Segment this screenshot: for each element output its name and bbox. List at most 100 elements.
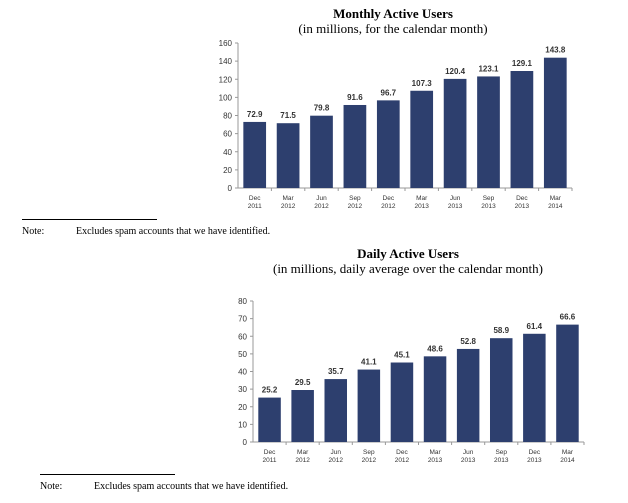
mau-x-tick-label-year: 2013 bbox=[448, 203, 463, 210]
mau-bar bbox=[243, 121, 267, 188]
dau-data-label: 66.6 bbox=[560, 313, 576, 322]
dau-bar bbox=[423, 356, 447, 442]
dau-title: Daily Active Users bbox=[357, 246, 459, 261]
dau-bar bbox=[258, 397, 281, 442]
mau-subtitle: (in millions, for the calendar month) bbox=[298, 21, 488, 36]
dau-data-label: 61.4 bbox=[527, 322, 543, 331]
mau-data-label: 120.4 bbox=[445, 67, 466, 76]
dau-data-label: 41.1 bbox=[361, 358, 377, 367]
mau-x-tick-label-year: 2011 bbox=[248, 203, 262, 210]
mau-data-label: 79.8 bbox=[314, 104, 330, 113]
mau-data-label: 72.9 bbox=[247, 110, 263, 119]
mau-x-tick-label: Dec bbox=[249, 195, 261, 202]
dau-x-tick-label-year: 2012 bbox=[329, 457, 344, 464]
mau-x-tick-label: Mar bbox=[416, 195, 428, 202]
note-2-label: Note: bbox=[40, 481, 63, 492]
dau-y-tick-label: 70 bbox=[238, 315, 247, 324]
mau-x-tick-label-year: 2013 bbox=[515, 203, 530, 210]
mau-y-tick-label: 80 bbox=[223, 112, 232, 121]
mau-x-tick-label-year: 2012 bbox=[381, 203, 396, 210]
dau-bar bbox=[523, 333, 546, 442]
mau-x-tick-label-year: 2012 bbox=[281, 203, 296, 210]
note-1-label: Note: bbox=[22, 226, 45, 237]
mau-y-tick-label: 20 bbox=[223, 166, 232, 175]
dau-bar bbox=[456, 348, 480, 442]
dau-x-tick-label: Dec bbox=[264, 449, 276, 456]
dau-data-label: 52.8 bbox=[460, 337, 476, 346]
mau-bar bbox=[310, 115, 333, 188]
mau-x-tick-label: Mar bbox=[282, 195, 294, 202]
dau-x-tick-label: Jun bbox=[331, 449, 342, 456]
mau-x-tick-label-year: 2014 bbox=[548, 203, 563, 210]
mau-bar bbox=[410, 90, 434, 188]
dau-data-label: 45.1 bbox=[394, 351, 410, 360]
mau-x-tick-label: Dec bbox=[516, 195, 528, 202]
dau-bar bbox=[390, 362, 414, 442]
dau-bar bbox=[291, 390, 314, 442]
dau-data-label: 35.7 bbox=[328, 367, 344, 376]
mau-y-tick-label: 100 bbox=[219, 93, 233, 102]
mau-data-label: 123.1 bbox=[478, 64, 499, 73]
dau-data-label: 29.5 bbox=[295, 378, 311, 387]
dau-x-tick-label: Sep bbox=[363, 449, 375, 456]
dau-y-tick-label: 10 bbox=[238, 420, 247, 429]
dau-bar bbox=[556, 324, 579, 442]
dau-x-tick-label: Mar bbox=[297, 449, 309, 456]
mau-x-tick-label: Jun bbox=[450, 195, 461, 202]
dau-x-tick-label: Sep bbox=[495, 449, 507, 456]
dau-x-tick-label-year: 2013 bbox=[428, 457, 443, 464]
dau-x-tick-label-year: 2012 bbox=[362, 457, 377, 464]
mau-y-tick-label: 0 bbox=[228, 184, 233, 193]
dau-data-label: 58.9 bbox=[493, 326, 509, 335]
dau-x-tick-label-year: 2013 bbox=[494, 457, 509, 464]
dau-y-tick-label: 40 bbox=[238, 368, 247, 377]
dau-x-tick-label-year: 2014 bbox=[560, 457, 575, 464]
mau-y-tick-label: 140 bbox=[219, 57, 233, 66]
mau-x-tick-label-year: 2012 bbox=[348, 203, 363, 210]
mau-x-tick-label: Sep bbox=[483, 195, 495, 202]
mau-bar bbox=[477, 76, 500, 188]
mau-y-tick-label: 120 bbox=[219, 75, 233, 84]
dau-x-tick-label-year: 2012 bbox=[295, 457, 310, 464]
dau-y-tick-label: 80 bbox=[238, 297, 247, 306]
note-2: Note: Excludes spam accounts that we hav… bbox=[40, 481, 288, 492]
dau-y-tick-label: 30 bbox=[238, 385, 247, 394]
note-2-text: Excludes spam accounts that we have iden… bbox=[94, 481, 289, 492]
dau-x-tick-label: Jun bbox=[463, 449, 474, 456]
dau-x-tick-label: Dec bbox=[396, 449, 408, 456]
mau-title: Monthly Active Users bbox=[333, 6, 453, 21]
dau-x-tick-label-year: 2013 bbox=[461, 457, 476, 464]
dau-bar bbox=[324, 379, 348, 442]
mau-data-label: 71.5 bbox=[280, 111, 296, 120]
note-1-text: Excludes spam accounts that we have iden… bbox=[76, 226, 271, 237]
dau-x-tick-label: Dec bbox=[529, 449, 541, 456]
dau-x-tick-label-year: 2012 bbox=[395, 457, 410, 464]
note-1: Note: Excludes spam accounts that we hav… bbox=[22, 226, 270, 237]
mau-x-tick-label: Sep bbox=[349, 195, 361, 202]
mau-x-tick-label-year: 2012 bbox=[314, 203, 329, 210]
mau-x-tick-label: Mar bbox=[550, 195, 562, 202]
mau-data-label: 143.8 bbox=[545, 46, 566, 55]
dau-x-tick-label: Mar bbox=[562, 449, 574, 456]
mau-y-tick-label: 160 bbox=[219, 39, 233, 48]
mau-bar bbox=[543, 57, 567, 189]
dau-x-tick-label-year: 2011 bbox=[263, 457, 277, 464]
dau-bar bbox=[489, 338, 513, 442]
dau-y-tick-label: 60 bbox=[238, 332, 247, 341]
mau-bar bbox=[443, 78, 467, 188]
mau-y-tick-label: 40 bbox=[223, 148, 232, 157]
mau-data-label: 96.7 bbox=[381, 88, 397, 97]
mau-x-tick-label-year: 2013 bbox=[481, 203, 496, 210]
mau-data-label: 91.6 bbox=[347, 93, 363, 102]
mau-bar bbox=[376, 100, 400, 188]
dau-x-tick-label-year: 2013 bbox=[527, 457, 542, 464]
mau-bar bbox=[276, 123, 300, 188]
mau-x-tick-label-year: 2013 bbox=[414, 203, 429, 210]
mau-bar bbox=[510, 71, 534, 188]
dau-data-label: 25.2 bbox=[262, 386, 278, 395]
dau-subtitle: (in millions, daily average over the cal… bbox=[272, 261, 544, 276]
mau-data-label: 129.1 bbox=[512, 59, 533, 68]
mau-x-tick-label: Jun bbox=[316, 195, 327, 202]
